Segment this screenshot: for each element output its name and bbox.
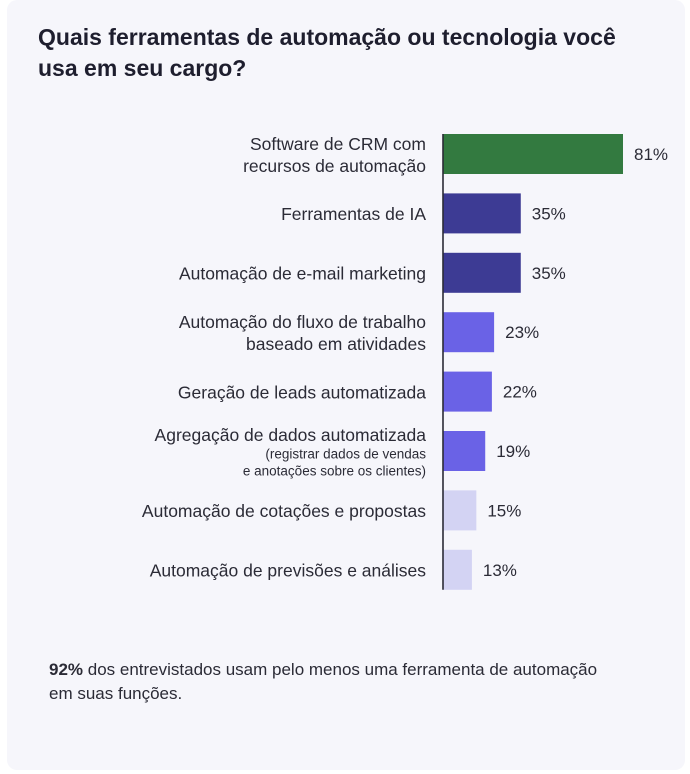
- category-label-5: Geração de leads automatizada: [178, 382, 426, 402]
- footer-highlight: 92%: [49, 660, 84, 679]
- bar-7: [443, 490, 477, 531]
- bar-2: [443, 193, 521, 234]
- value-label-3: 35%: [532, 264, 566, 283]
- value-label-4: 23%: [505, 323, 539, 342]
- category-note-6: (registrar dados de vendas: [265, 446, 426, 461]
- category-label-8: Automação de previsões e análises: [150, 561, 427, 581]
- category-label-1: recursos de automação: [243, 156, 426, 176]
- category-note-6: e anotações sobre os clientes): [243, 463, 426, 478]
- bar-8: [443, 549, 472, 590]
- chart-card: [7, 0, 685, 770]
- value-label-7: 15%: [487, 501, 521, 520]
- chart-title: Quais ferramentas de automação ou tecnol…: [38, 24, 616, 81]
- category-label-4: Automação do fluxo de trabalho: [179, 312, 426, 332]
- value-label-6: 19%: [496, 442, 530, 461]
- footer-note: 92% dos entrevistados usam pelo menos um…: [49, 658, 609, 706]
- bar-4: [443, 312, 495, 353]
- bar-5: [443, 371, 492, 412]
- value-label-8: 13%: [483, 561, 517, 580]
- bar-1: [443, 134, 623, 174]
- category-label-7: Automação de cotações e propostas: [142, 501, 426, 521]
- value-label-5: 22%: [503, 383, 537, 402]
- category-label-1: Software de CRM com: [250, 134, 426, 154]
- category-label-6: Agregação de dados automatizada: [155, 425, 427, 445]
- bar-6: [443, 431, 486, 471]
- value-label-1: 81%: [634, 145, 668, 164]
- bar-3: [443, 252, 521, 293]
- category-label-3: Automação de e-mail marketing: [179, 264, 426, 284]
- footer-text: dos entrevistados usam pelo menos uma fe…: [49, 660, 598, 703]
- category-label-2: Ferramentas de IA: [281, 204, 426, 224]
- category-label-4: baseado em atividades: [246, 334, 426, 354]
- value-label-2: 35%: [532, 204, 566, 223]
